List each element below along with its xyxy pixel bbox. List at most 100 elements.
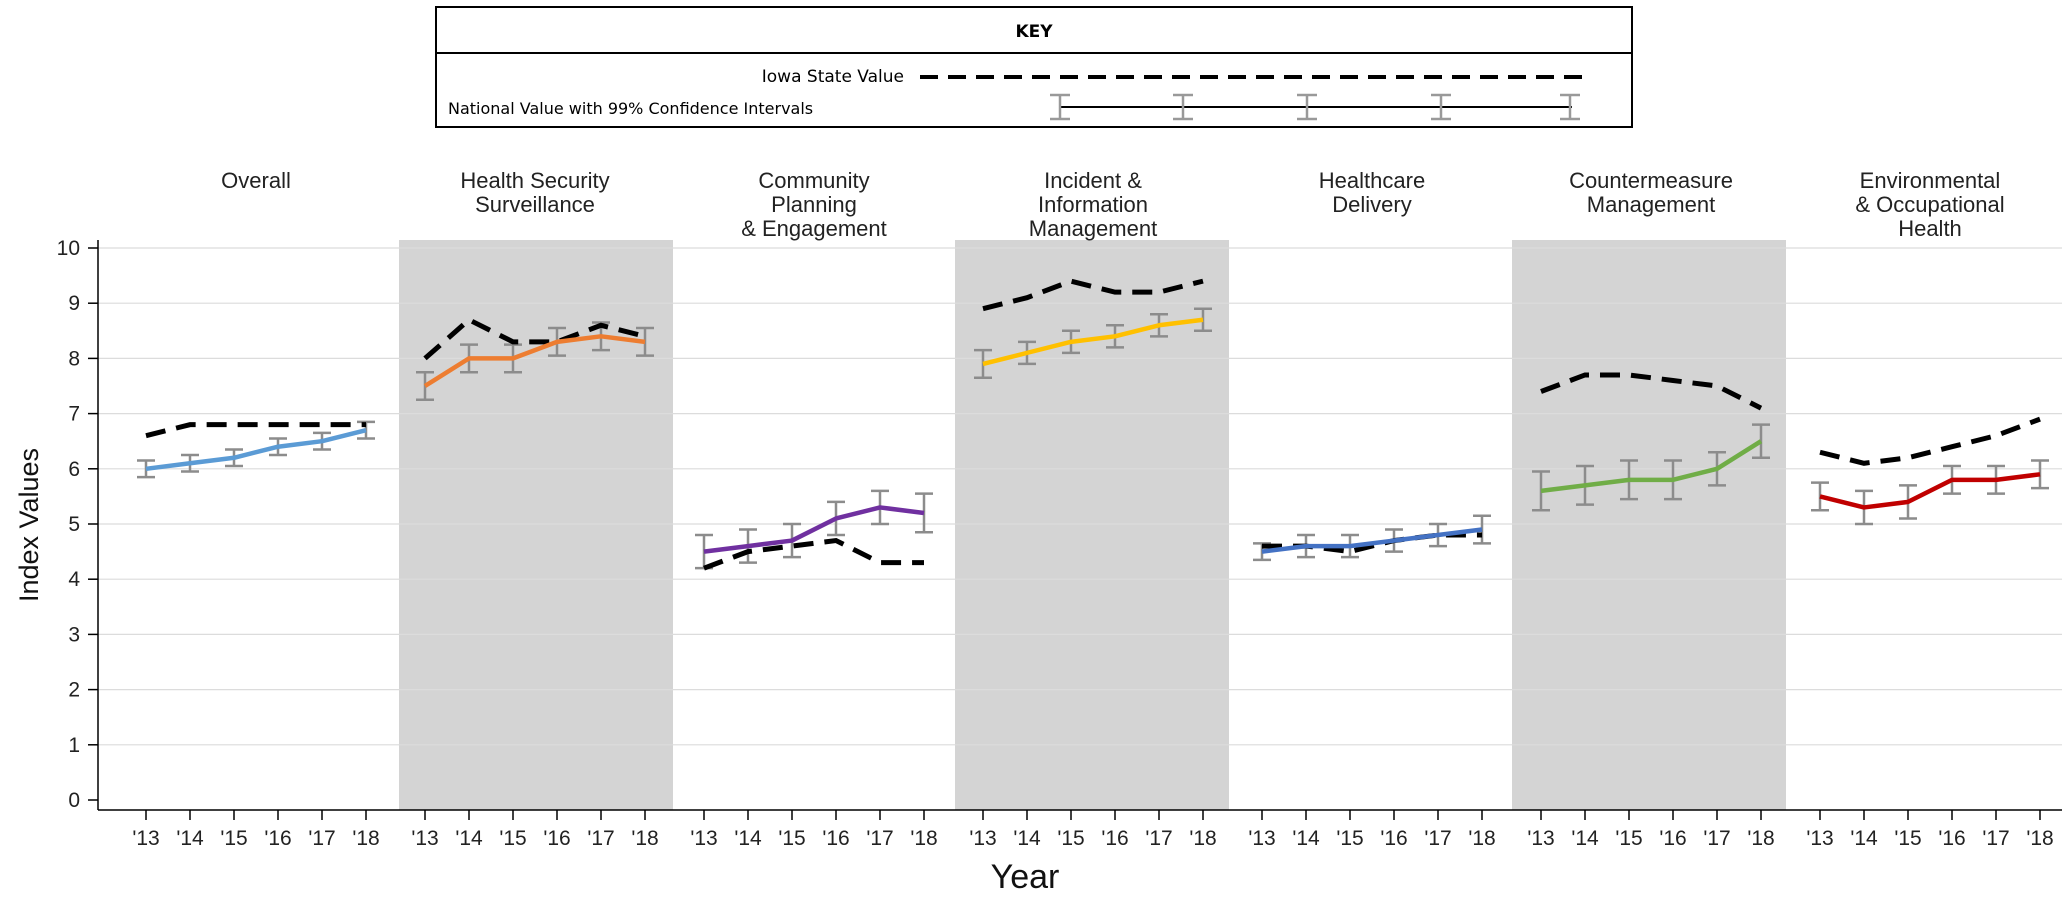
y-tick-label-7: 7 <box>68 403 80 426</box>
gridlines <box>98 247 2062 746</box>
y-tick-label-3: 3 <box>68 623 80 646</box>
y-tick-label-1: 1 <box>68 734 80 757</box>
iowa-line-6 <box>1819 416 2041 466</box>
national-line-3 <box>982 317 1204 367</box>
national-line-2 <box>703 505 925 554</box>
x-tick-label-2-4: '17 <box>866 827 893 850</box>
x-tick-label-3-4: '17 <box>1145 827 1172 850</box>
panel-title-3-1: Information <box>1038 192 1148 217</box>
y-axis-title: Index Values <box>14 448 44 602</box>
national-line-6 <box>1819 472 2041 510</box>
x-tick-label-2-3: '16 <box>822 827 849 850</box>
x-tick-label-1-2: '15 <box>499 827 526 850</box>
panel-title-6-2: Health <box>1898 216 1962 241</box>
shaded-panel-5 <box>1512 240 1786 810</box>
x-tick-label-3-1: '14 <box>1013 827 1041 850</box>
panel-title-6-0: Environmental <box>1860 168 2001 193</box>
x-tick-label-5-4: '17 <box>1703 827 1730 850</box>
national-line-0 <box>145 427 367 472</box>
national-line-4 <box>1261 527 1483 554</box>
x-tick-label-0-5: '18 <box>352 827 379 850</box>
x-tick-label-4-0: '13 <box>1248 827 1275 850</box>
y-tick-label-8: 8 <box>68 347 80 370</box>
plot-background <box>399 240 1786 810</box>
x-tick-label-4-4: '17 <box>1424 827 1451 850</box>
key-legend: KEY Iowa State Value National Value with… <box>435 6 1633 128</box>
x-tick-label-2-2: '15 <box>778 827 805 850</box>
key-title: KEY <box>1015 22 1053 42</box>
x-tick-label-2-0: '13 <box>690 827 717 850</box>
key-national-label: National Value with 99% Confidence Inter… <box>448 99 813 118</box>
iowa-line-2 <box>703 537 924 571</box>
x-tick-label-6-5: '18 <box>2026 827 2053 850</box>
x-tick-label-0-0: '13 <box>132 827 159 850</box>
x-tick-label-5-5: '18 <box>1747 827 1774 850</box>
x-tick-label-5-2: '15 <box>1615 827 1642 850</box>
x-tick-label-6-4: '17 <box>1982 827 2009 850</box>
key-error-bars <box>1050 93 1580 121</box>
x-axis-title: Year <box>991 858 1060 896</box>
x-tick-label-1-0: '13 <box>411 827 438 850</box>
panel-title-1-1: Surveillance <box>475 192 595 217</box>
panel-title-3-0: Incident & <box>1044 168 1142 193</box>
x-tick-label-5-0: '13 <box>1527 827 1554 850</box>
panel-title-3-2: Management <box>1029 216 1157 241</box>
y-tick-label-6: 6 <box>68 458 80 481</box>
national-line-1 <box>423 334 646 388</box>
x-tick-label-5-1: '14 <box>1571 827 1599 850</box>
panel-title-0-0: Overall <box>221 168 291 193</box>
x-tick-label-6-2: '15 <box>1894 827 1921 850</box>
panel-title-1-0: Health Security <box>460 168 609 193</box>
panel-title-5-0: Countermeasure <box>1569 168 1733 193</box>
shaded-panel-3 <box>955 240 1229 810</box>
x-tick-label-1-5: '18 <box>631 827 658 850</box>
y-tick-label-10: 10 <box>57 237 80 260</box>
y-tick-label-4: 4 <box>68 568 80 591</box>
panel-title-2-1: Planning <box>771 192 857 217</box>
x-tick-label-6-1: '14 <box>1850 827 1878 850</box>
x-tick-label-0-2: '15 <box>220 827 247 850</box>
iowa-line-3 <box>982 278 1204 312</box>
national-line-5 <box>1540 439 1763 494</box>
panel-title-4-1: Delivery <box>1332 192 1411 217</box>
x-tick-label-3-2: '15 <box>1057 827 1084 850</box>
y-tick-label-0: 0 <box>68 789 80 812</box>
x-tick-label-0-4: '17 <box>308 827 335 850</box>
y-tick-label-5: 5 <box>68 513 80 536</box>
x-tick-label-1-3: '16 <box>543 827 570 850</box>
x-tick-label-0-1: '14 <box>176 827 204 850</box>
panel-title-2-0: Community <box>758 168 869 193</box>
x-tick-label-1-1: '14 <box>455 827 483 850</box>
x-tick-label-5-3: '16 <box>1659 827 1686 850</box>
x-tick-label-3-3: '16 <box>1101 827 1128 850</box>
panel-title-5-1: Management <box>1587 192 1715 217</box>
x-tick-label-2-1: '14 <box>734 827 762 850</box>
y-tick-label-9: 9 <box>68 292 80 315</box>
iowa-line-5 <box>1540 372 1763 411</box>
iowa-line-1 <box>423 316 646 361</box>
x-tick-label-4-5: '18 <box>1468 827 1495 850</box>
panel-title-4-0: Healthcare <box>1319 168 1425 193</box>
x-tick-label-1-4: '17 <box>587 827 614 850</box>
x-tick-label-4-3: '16 <box>1380 827 1407 850</box>
iowa-line-0 <box>145 422 366 439</box>
x-tick-label-3-5: '18 <box>1189 827 1216 850</box>
x-tick-label-2-5: '18 <box>910 827 937 850</box>
x-tick-label-3-0: '13 <box>969 827 996 850</box>
panel-0: Overall '13 '14 '15 '16 '17 '18 <box>132 168 379 850</box>
x-tick-label-6-0: '13 <box>1806 827 1833 850</box>
y-ticks: 0 1 2 3 4 5 6 7 8 9 10 <box>57 237 98 812</box>
x-tick-label-4-2: '15 <box>1336 827 1363 850</box>
x-tick-label-6-3: '16 <box>1938 827 1965 850</box>
panel-title-2-2: & Engagement <box>741 216 887 241</box>
shaded-panel-1 <box>399 240 673 810</box>
x-tick-label-4-1: '14 <box>1292 827 1320 850</box>
